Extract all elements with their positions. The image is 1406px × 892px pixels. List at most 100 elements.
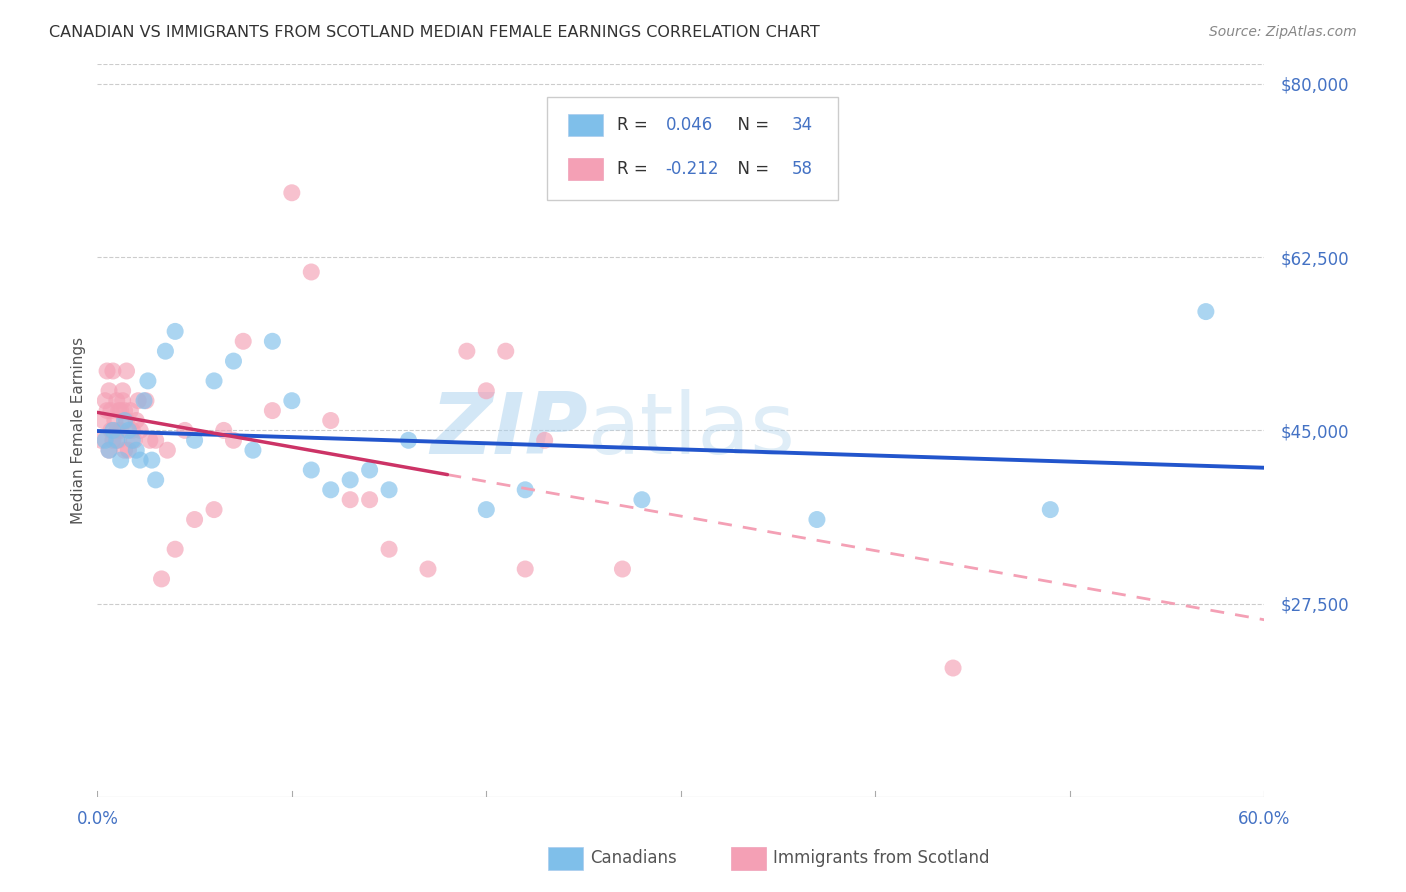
Point [475, 384, 498, 398]
Point [150, 572, 173, 586]
Point [129, 453, 152, 467]
Text: ZIP: ZIP [430, 389, 588, 472]
Point [111, 384, 134, 398]
Point [339, 492, 361, 507]
Point [135, 393, 157, 408]
Point [299, 463, 322, 477]
Point [398, 434, 420, 448]
Point [111, 393, 134, 408]
Point [114, 413, 136, 427]
Point [156, 443, 179, 458]
Point [165, 325, 187, 339]
Point [183, 512, 205, 526]
Point [183, 434, 205, 448]
Point [100, 424, 122, 438]
Point [631, 492, 654, 507]
Point [101, 424, 124, 438]
Point [232, 334, 254, 349]
Point [115, 364, 138, 378]
Point [105, 424, 128, 438]
Point [262, 403, 284, 417]
Point [515, 562, 537, 576]
Point [107, 403, 129, 417]
Point [281, 186, 304, 200]
Point [165, 542, 187, 557]
Y-axis label: Median Female Earnings: Median Female Earnings [72, 337, 86, 524]
Point [124, 434, 146, 448]
Point [456, 344, 478, 359]
Point [612, 562, 634, 576]
FancyBboxPatch shape [547, 97, 838, 200]
Point [117, 424, 139, 438]
Point [222, 434, 245, 448]
Point [155, 344, 177, 359]
Text: 0.046: 0.046 [665, 116, 713, 134]
Point [136, 374, 159, 388]
Point [120, 403, 142, 417]
Text: Canadians: Canadians [591, 849, 678, 867]
FancyBboxPatch shape [568, 158, 603, 180]
Point [98, 443, 121, 458]
Text: R =: R = [617, 160, 652, 178]
Point [1039, 502, 1062, 516]
Point [127, 393, 149, 408]
Point [132, 393, 155, 408]
Text: Source: ZipAtlas.com: Source: ZipAtlas.com [1209, 25, 1357, 39]
Point [98, 384, 121, 398]
Point [114, 403, 136, 417]
Point [125, 443, 148, 458]
Point [96, 403, 118, 417]
Point [533, 434, 555, 448]
Point [222, 354, 245, 368]
Point [339, 473, 361, 487]
Point [96, 364, 118, 378]
Point [104, 413, 127, 427]
Point [319, 483, 342, 497]
Point [145, 434, 167, 448]
Point [515, 483, 537, 497]
Point [145, 473, 167, 487]
Point [281, 393, 304, 408]
Point [107, 434, 129, 448]
Point [202, 374, 225, 388]
Point [91, 413, 114, 427]
Point [115, 413, 138, 427]
Point [242, 443, 264, 458]
Text: N =: N = [727, 116, 775, 134]
Point [173, 424, 195, 438]
Point [110, 403, 132, 417]
Point [202, 502, 225, 516]
Text: R =: R = [617, 116, 652, 134]
Point [110, 453, 132, 467]
Point [114, 443, 136, 458]
Point [378, 483, 401, 497]
FancyBboxPatch shape [568, 114, 603, 136]
Text: N =: N = [727, 160, 775, 178]
Point [125, 413, 148, 427]
Point [101, 434, 124, 448]
Point [101, 364, 124, 378]
Point [117, 443, 139, 458]
Point [359, 463, 381, 477]
Point [212, 424, 235, 438]
Point [98, 443, 121, 458]
Point [141, 453, 163, 467]
Point [100, 403, 122, 417]
Point [942, 661, 965, 675]
Point [262, 334, 284, 349]
Point [416, 562, 439, 576]
Point [806, 512, 828, 526]
Point [359, 492, 381, 507]
Point [475, 502, 498, 516]
Point [121, 424, 143, 438]
Point [90, 434, 112, 448]
Point [105, 434, 128, 448]
Point [495, 344, 517, 359]
Text: CANADIAN VS IMMIGRANTS FROM SCOTLAND MEDIAN FEMALE EARNINGS CORRELATION CHART: CANADIAN VS IMMIGRANTS FROM SCOTLAND MED… [49, 25, 820, 40]
Text: -0.212: -0.212 [665, 160, 718, 178]
Point [121, 434, 143, 448]
Point [110, 424, 132, 438]
Text: Immigrants from Scotland: Immigrants from Scotland [773, 849, 990, 867]
Point [378, 542, 401, 557]
Point [139, 434, 162, 448]
